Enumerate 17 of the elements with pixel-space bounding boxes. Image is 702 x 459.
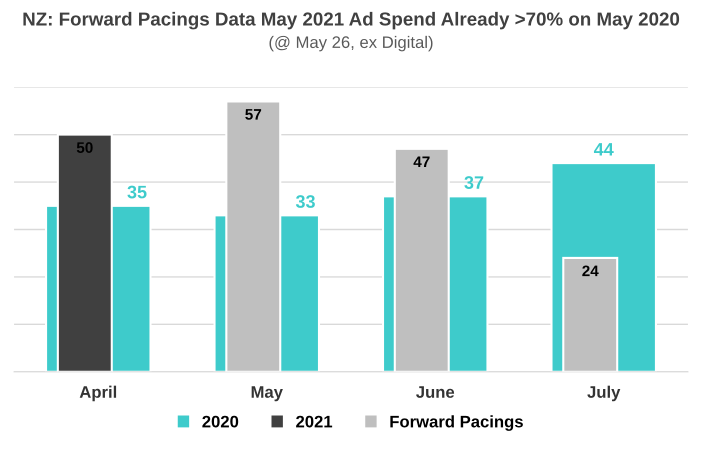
legend-label: Forward Pacings: [390, 415, 523, 431]
legend-label: 2020: [202, 416, 238, 428]
data-label: 37: [464, 176, 484, 189]
x-tick-label: May: [252, 386, 283, 402]
x-tick-label: April: [80, 386, 116, 402]
data-label: 24: [582, 265, 599, 276]
data-label: 47: [413, 156, 430, 168]
data-label: 35: [127, 186, 147, 198]
data-label: 44: [594, 143, 614, 156]
chart-title: NZ: Forward Pacings Data May 2021 Ad Spend Already >70% on May 2020: [23, 12, 680, 30]
data-label: 57: [245, 109, 262, 120]
x-tick-label: July: [587, 386, 620, 402]
data-label: 33: [296, 195, 315, 208]
legend-label: 2021: [296, 416, 332, 428]
x-tick-label: June: [416, 386, 454, 398]
data-label: 50: [76, 142, 93, 153]
chart-subtitle: (@ May 26, ex Digital): [269, 36, 433, 52]
